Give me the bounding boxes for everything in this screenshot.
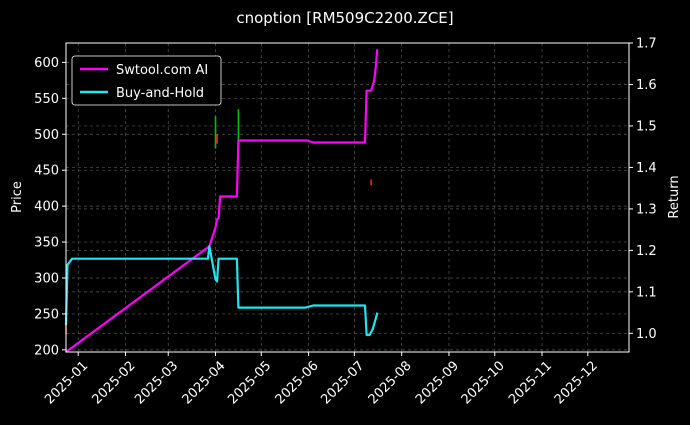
y-tick-label: 450 bbox=[34, 164, 59, 179]
y2-tick-label: 1.6 bbox=[636, 78, 657, 93]
legend-label-swtool: Swtool.com AI bbox=[116, 63, 208, 78]
series-line-0 bbox=[65, 49, 379, 353]
y-tick-label: 250 bbox=[34, 307, 59, 322]
y-axis-label: Price bbox=[10, 181, 25, 213]
y-tick-label: 350 bbox=[34, 236, 59, 251]
series-lines bbox=[64, 49, 379, 353]
y2-axis-label: Return bbox=[667, 175, 682, 218]
y-tick-label: 500 bbox=[34, 128, 59, 143]
y2-tick-label: 1.0 bbox=[636, 327, 657, 342]
legend: Swtool.com AI Buy-and-Hold bbox=[71, 55, 222, 106]
right-y-axis: 1.0 1.1 1.2 1.3 1.4 1.5 1.6 1.7 bbox=[629, 37, 657, 342]
y2-tick-label: 1.3 bbox=[636, 202, 657, 217]
legend-label-buy-and-hold: Buy-and-Hold bbox=[116, 86, 204, 101]
y2-tick-label: 1.7 bbox=[636, 37, 657, 52]
y2-tick-label: 1.5 bbox=[636, 119, 657, 134]
plot-frame bbox=[65, 42, 630, 353]
y-tick-label: 550 bbox=[34, 92, 59, 107]
series-line-1 bbox=[64, 245, 379, 337]
left-y-axis: 200 250 300 350 400 450 500 550 600 bbox=[34, 56, 66, 358]
y2-tick-label: 1.1 bbox=[636, 285, 657, 300]
y-tick-label: 400 bbox=[34, 200, 59, 215]
chart-title: cnoption [RM509C2200.ZCE] bbox=[236, 9, 453, 27]
y2-tick-label: 1.4 bbox=[636, 161, 657, 176]
y2-tick-label: 1.2 bbox=[636, 244, 657, 259]
legend-box bbox=[71, 55, 222, 106]
y-tick-label: 600 bbox=[34, 56, 59, 71]
y-tick-label: 200 bbox=[34, 343, 59, 358]
y-tick-label: 300 bbox=[34, 271, 59, 286]
